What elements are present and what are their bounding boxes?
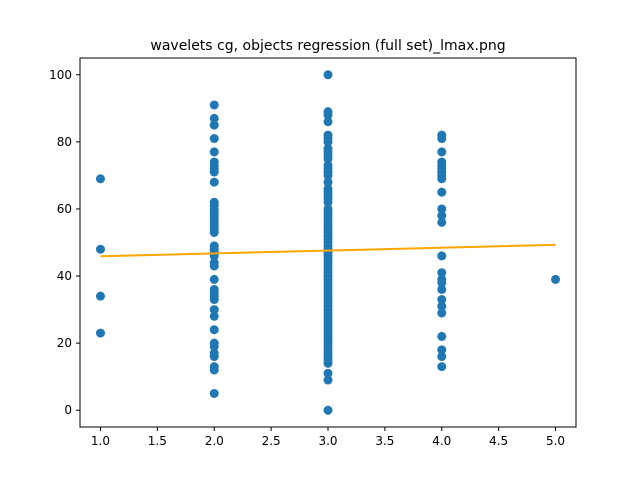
regression-line-group xyxy=(100,243,556,258)
data-point xyxy=(209,325,219,335)
x-axis-ticks: 1.0 1.5 2.0 2.5 3.0 3.5 4.0 4.5 5.0 xyxy=(91,427,565,448)
data-point xyxy=(95,244,105,254)
data-point xyxy=(437,295,447,305)
data-point xyxy=(209,261,219,271)
x-tick-label: 1.5 xyxy=(148,434,167,448)
data-point xyxy=(323,154,333,164)
x-tick-label: 3.5 xyxy=(375,434,394,448)
data-point xyxy=(437,147,447,157)
data-point xyxy=(95,174,105,184)
y-tick-label: 40 xyxy=(57,269,72,283)
data-point xyxy=(437,345,447,355)
data-point xyxy=(437,362,447,372)
plot-area-frame xyxy=(79,57,577,428)
data-point xyxy=(209,274,219,284)
data-point xyxy=(437,352,447,362)
data-point xyxy=(95,328,105,338)
x-tick-label: 4.0 xyxy=(432,434,451,448)
data-point xyxy=(437,301,447,311)
regression-line xyxy=(100,243,556,258)
data-point xyxy=(209,305,219,315)
x-tick-label: 1.0 xyxy=(91,434,110,448)
y-tick-label: 60 xyxy=(57,202,72,216)
data-point xyxy=(209,311,219,321)
scatter-points xyxy=(95,70,561,415)
data-point xyxy=(437,308,447,318)
data-point xyxy=(323,177,333,187)
data-point xyxy=(437,204,447,214)
data-point xyxy=(209,167,219,177)
chart-title: wavelets cg, objects regression (full se… xyxy=(150,38,505,54)
data-point xyxy=(209,134,219,144)
data-point xyxy=(323,197,333,207)
data-point xyxy=(209,227,219,237)
data-point xyxy=(209,147,219,157)
data-point xyxy=(437,278,447,288)
y-tick-label: 20 xyxy=(57,336,72,350)
data-point xyxy=(209,100,219,110)
data-point xyxy=(323,170,333,180)
x-tick-label: 4.5 xyxy=(489,434,508,448)
data-point xyxy=(323,358,333,368)
x-tick-label: 2.0 xyxy=(205,434,224,448)
data-point xyxy=(323,137,333,147)
y-tick-label: 100 xyxy=(49,68,72,82)
data-point xyxy=(209,113,219,123)
data-point xyxy=(437,187,447,197)
data-point xyxy=(437,134,447,144)
y-axis-ticks: 0 20 40 60 80 100 xyxy=(49,68,80,417)
data-point xyxy=(323,110,333,120)
data-point xyxy=(209,177,219,187)
data-point xyxy=(437,284,447,294)
data-point xyxy=(323,117,333,127)
data-point xyxy=(209,341,219,351)
data-point xyxy=(323,405,333,415)
data-point xyxy=(209,365,219,375)
x-tick-label: 3.0 xyxy=(318,434,337,448)
data-point xyxy=(437,251,447,261)
data-point xyxy=(95,291,105,301)
data-point xyxy=(323,375,333,385)
data-point xyxy=(551,274,561,284)
x-tick-label: 2.5 xyxy=(262,434,281,448)
data-point xyxy=(209,120,219,130)
data-point xyxy=(437,211,447,221)
data-point xyxy=(209,295,219,305)
y-tick-label: 80 xyxy=(57,135,72,149)
data-point xyxy=(209,352,219,362)
data-point xyxy=(437,331,447,341)
data-point xyxy=(323,368,333,378)
data-point xyxy=(437,217,447,227)
data-point xyxy=(437,268,447,278)
data-point xyxy=(323,70,333,80)
data-point xyxy=(209,388,219,398)
data-point xyxy=(437,174,447,184)
x-tick-label: 5.0 xyxy=(546,434,565,448)
y-tick-label: 0 xyxy=(64,403,72,417)
